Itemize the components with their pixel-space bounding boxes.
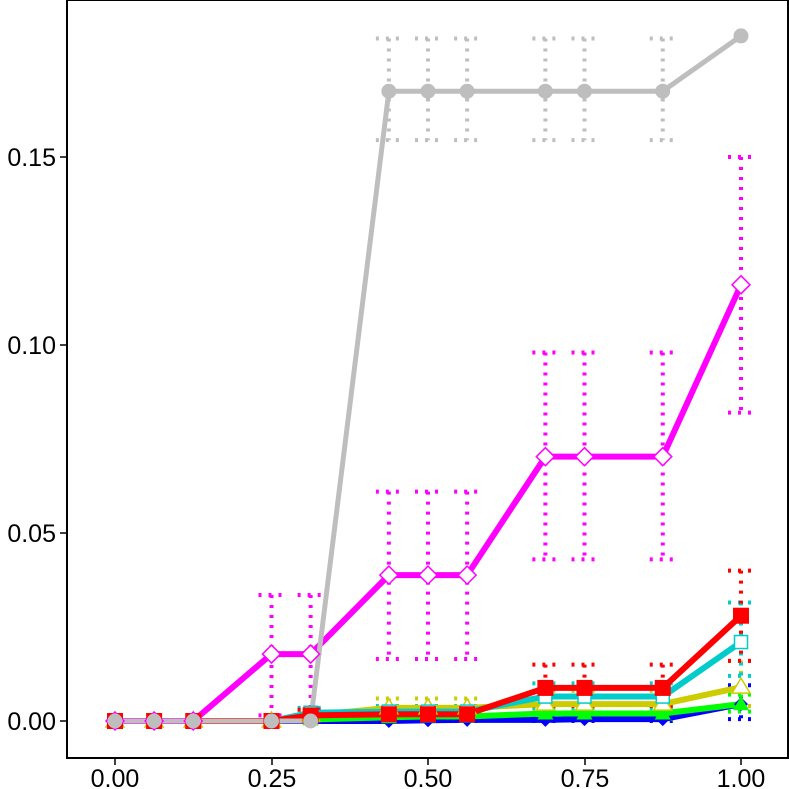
- data-point-1: [654, 705, 671, 720]
- y-tick-label: 0.10: [7, 332, 56, 360]
- data-point-6: [107, 713, 123, 729]
- x-axis: 0.00 0.25 0.50 0.75 1.00: [91, 758, 766, 789]
- data-point-3: [733, 634, 749, 650]
- data-point-6: [733, 28, 749, 44]
- data-point-6: [264, 713, 279, 729]
- data-point-2: [730, 676, 752, 694]
- data-point-1: [733, 696, 749, 711]
- data-point-1: [537, 705, 554, 720]
- data-point-6: [459, 83, 475, 99]
- data-point-4: [733, 607, 749, 624]
- data-point-6: [577, 83, 592, 99]
- data-point-5: [261, 644, 282, 665]
- data-point-6: [185, 713, 201, 729]
- data-point-5: [457, 565, 478, 586]
- data-point-1: [576, 705, 593, 720]
- y-axis: 0.00 0.05 0.10 0.15: [7, 144, 67, 736]
- x-tick-label: 0.75: [561, 765, 610, 789]
- data-point-6: [303, 713, 319, 729]
- data-point-5: [417, 565, 439, 586]
- markers-layer: [104, 28, 752, 732]
- x-tick-label: 0.00: [91, 765, 140, 789]
- data-point-5: [378, 565, 399, 586]
- y-tick-label: 0.00: [7, 708, 56, 736]
- data-point-4: [576, 679, 593, 696]
- y-tick-label: 0.15: [7, 144, 56, 172]
- data-point-6: [381, 83, 397, 99]
- data-point-4: [420, 706, 436, 723]
- data-point-6: [655, 83, 671, 99]
- data-point-5: [574, 446, 595, 467]
- data-point-4: [380, 706, 397, 723]
- data-point-5: [535, 446, 556, 467]
- x-tick-label: 0.50: [404, 765, 453, 789]
- data-point-4: [459, 706, 476, 723]
- data-point-4: [537, 679, 554, 696]
- data-point-6: [420, 83, 436, 99]
- x-tick-label: 1.00: [717, 765, 766, 789]
- y-tick-label: 0.05: [7, 520, 56, 548]
- data-point-5: [300, 644, 321, 665]
- data-point-5: [730, 274, 752, 295]
- data-point-5: [652, 446, 673, 467]
- x-tick-label: 0.25: [248, 765, 297, 789]
- data-point-6: [146, 713, 162, 729]
- data-point-4: [654, 679, 671, 696]
- data-point-6: [537, 83, 553, 99]
